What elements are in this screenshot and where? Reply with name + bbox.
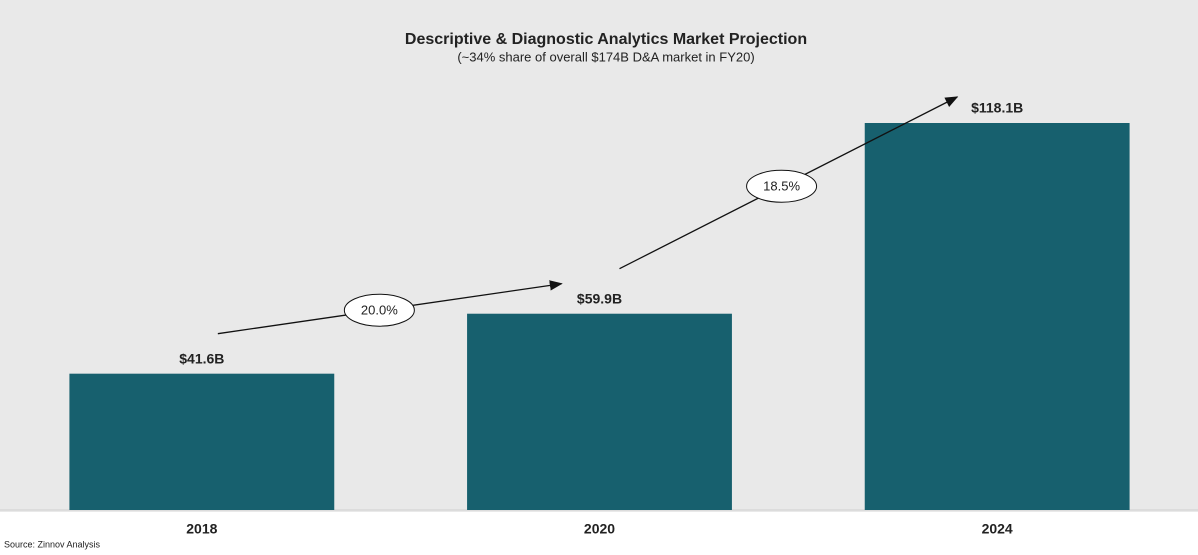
x-tick-label: 2020	[584, 521, 615, 537]
chart-title: Descriptive & Diagnostic Analytics Marke…	[405, 31, 807, 48]
x-tick-label: 2018	[186, 521, 217, 537]
growth-bubble	[343, 293, 415, 327]
source-note: Source: Zinnov Analysis	[4, 539, 101, 549]
value-label: $41.6B	[179, 350, 224, 366]
value-label: $118.1B	[971, 100, 1023, 116]
growth-label: 18.5%	[763, 179, 800, 194]
bar	[864, 123, 1130, 510]
bar	[467, 313, 732, 510]
x-tick-label: 2024	[982, 521, 1013, 537]
growth-bubble	[746, 169, 818, 203]
chart-subtitle: (~34% share of overall $174B D&A market …	[457, 49, 754, 64]
value-label: $59.9B	[577, 290, 622, 306]
growth-label: 20.0%	[361, 303, 398, 318]
bar	[69, 373, 335, 510]
